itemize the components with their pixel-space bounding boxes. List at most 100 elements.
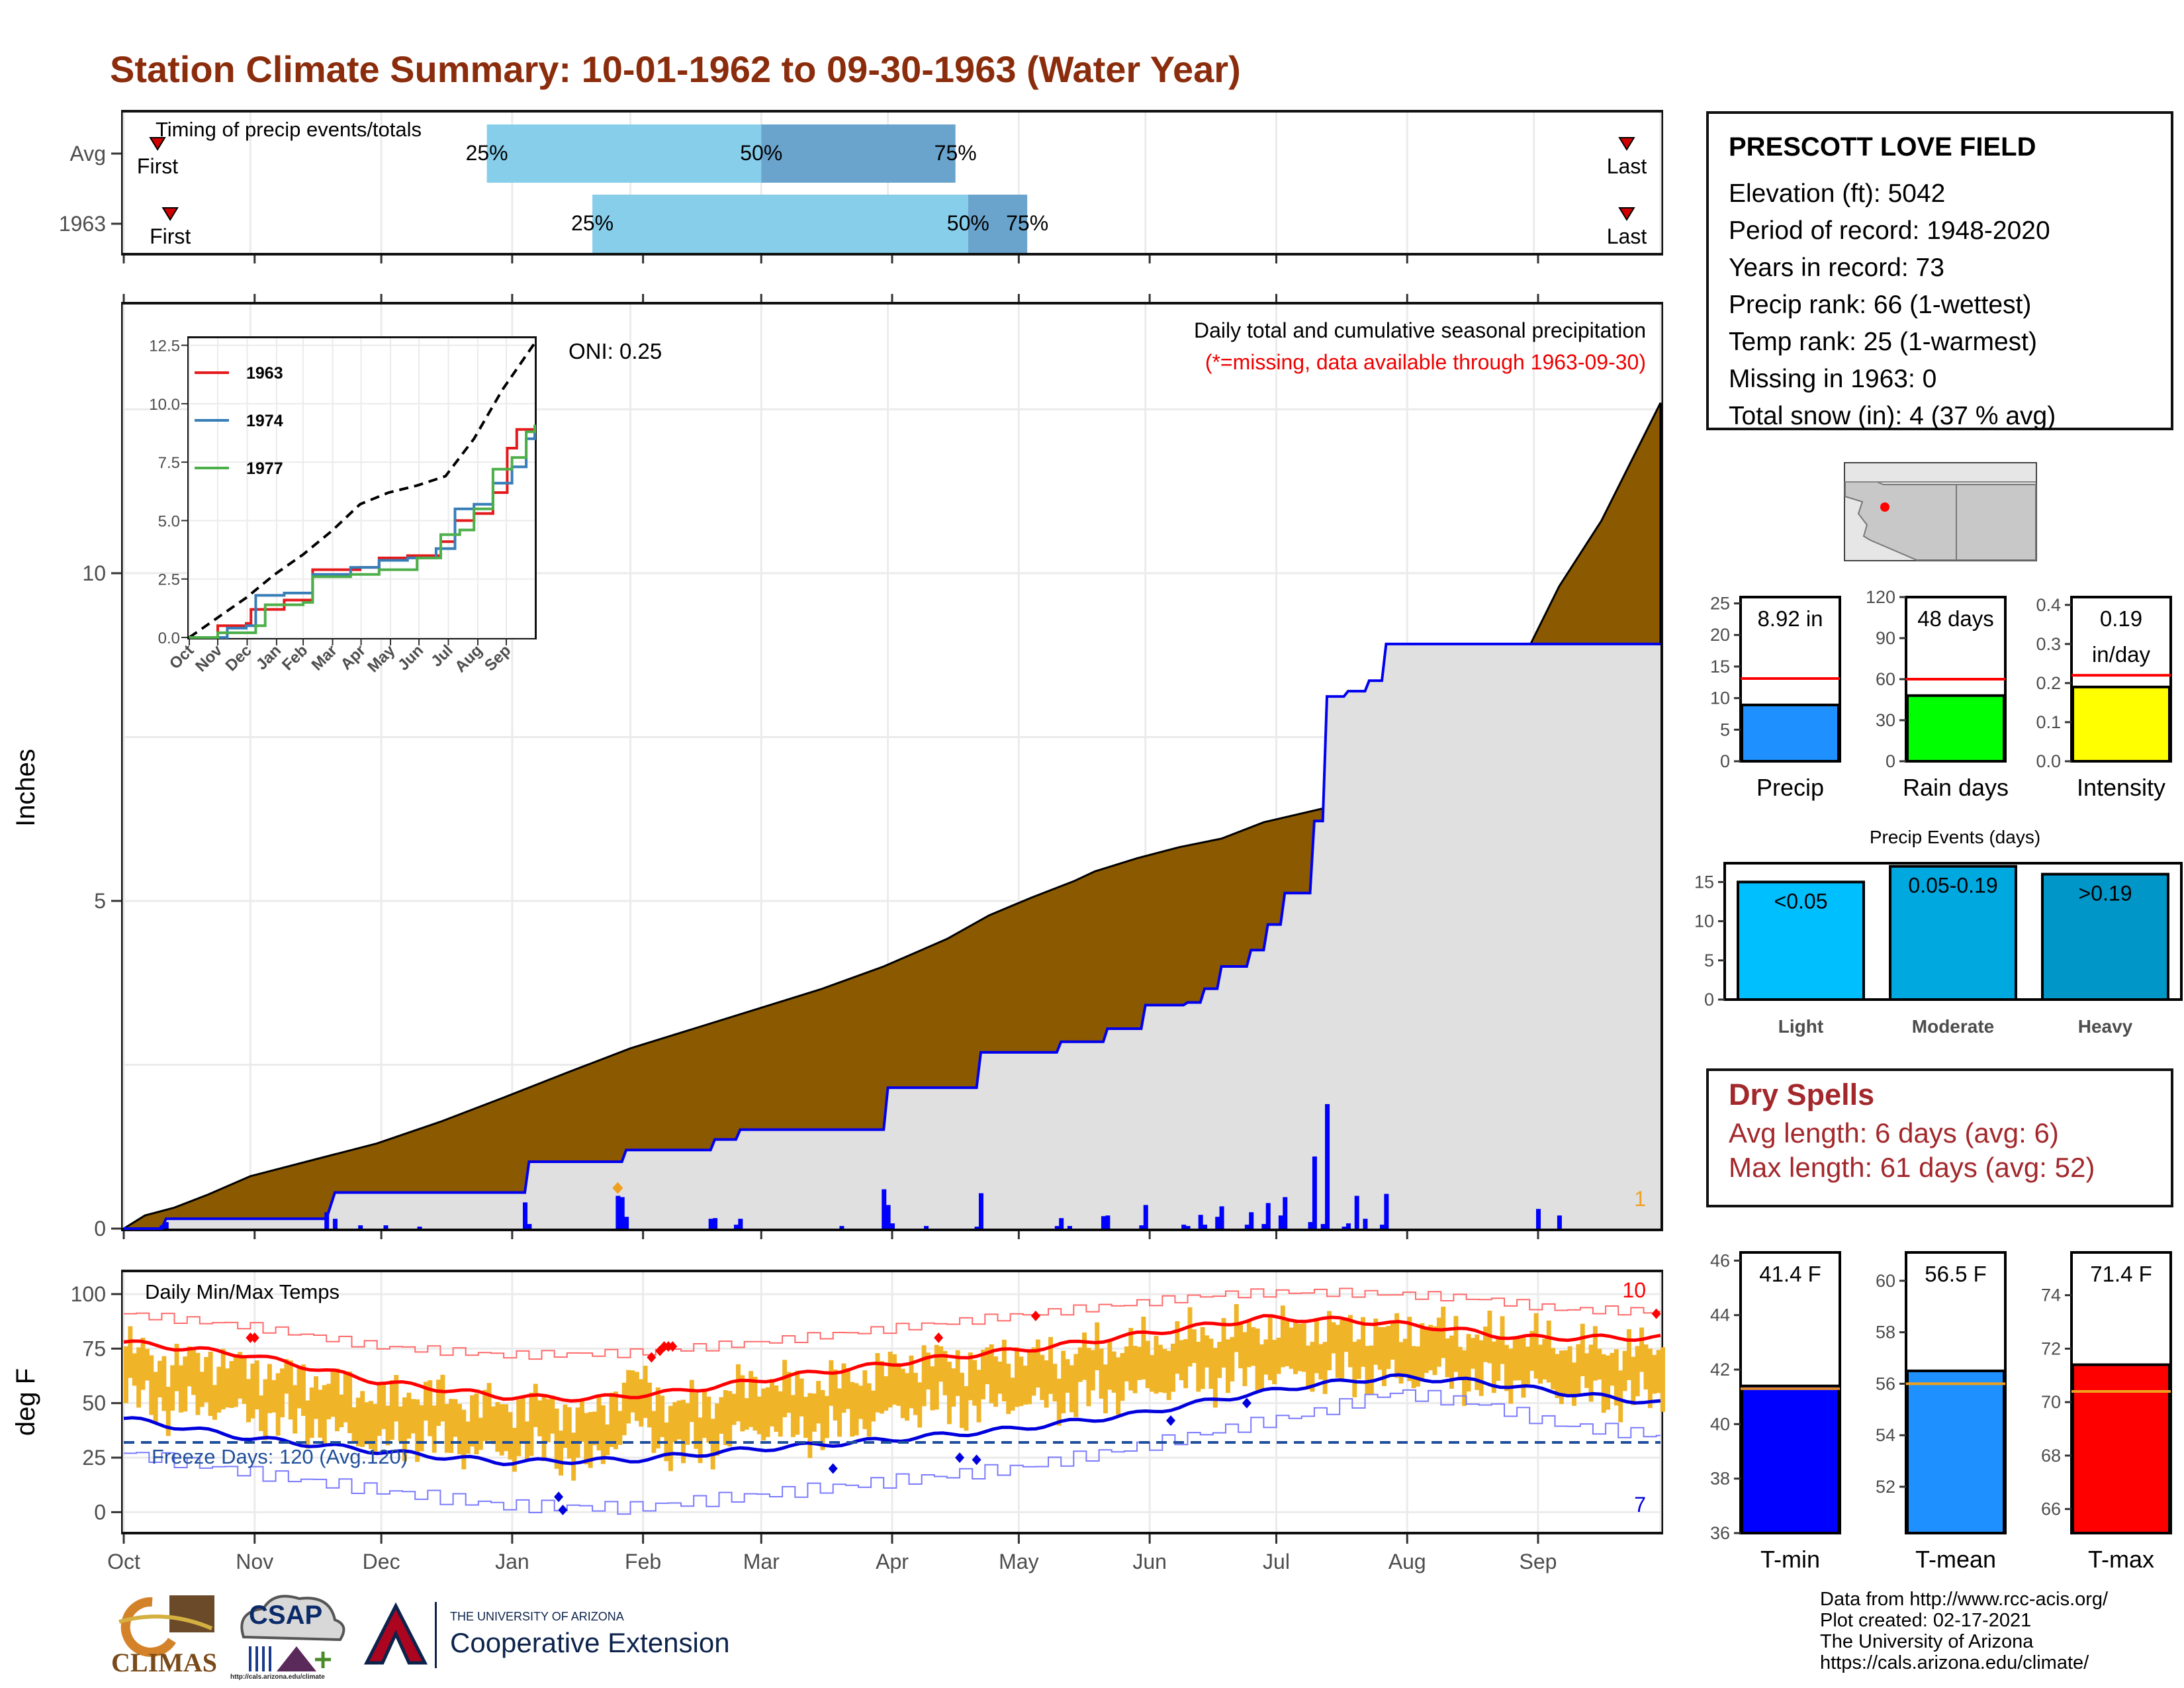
- precip-daily-bar: [974, 1227, 979, 1229]
- tmin-chart: 36 38 40 42 44 46 41.4 F T-min: [1710, 1250, 1841, 1573]
- temp-daily-range-bar: [1390, 1321, 1395, 1360]
- temp-daily-range-bar: [520, 1398, 525, 1443]
- temp-daily-range-bar: [993, 1356, 999, 1407]
- temp-daily-range-bar: [1069, 1365, 1074, 1413]
- temp-daily-range-bar: [347, 1371, 353, 1434]
- temp_tmax-bar: [2071, 1363, 2171, 1534]
- temp-daily-range-bar: [807, 1393, 813, 1458]
- precip_total-y-tick-label: 10: [1710, 688, 1730, 708]
- inset-y-tick-label: 5.0: [158, 512, 180, 530]
- temp-daily-range-bar: [508, 1412, 513, 1460]
- temp-daily-range-bar: [1614, 1349, 1619, 1406]
- temp-daily-range-bar: [820, 1389, 825, 1450]
- temp-daily-range-bar: [1411, 1346, 1416, 1389]
- temp_tmax-value-label: 71.4 F: [2090, 1262, 2152, 1286]
- precip-daily-bar: [1261, 1224, 1267, 1229]
- precip-snow-marker: [612, 1182, 623, 1194]
- temp-daily-range-bar: [183, 1356, 188, 1412]
- temp-daily-range-bar: [1301, 1323, 1306, 1372]
- temp-daily-range-bar: [1597, 1348, 1602, 1380]
- temp-daily-range-bar: [723, 1390, 728, 1446]
- precip-daily-bar: [1308, 1222, 1313, 1229]
- precip-daily-bar: [332, 1219, 338, 1229]
- temp-daily-range-bar: [1643, 1344, 1649, 1390]
- precip-daily-bar: [1244, 1225, 1250, 1229]
- temp-daily-range-bar: [406, 1392, 412, 1439]
- precip-total-chart: 0 5 10 15 20 25 8.92 in Precip: [1710, 594, 1841, 801]
- temp-daily-range-bar: [1116, 1357, 1121, 1415]
- precip-daily-bar: [1067, 1226, 1072, 1229]
- inset-y-tick-label: 12.5: [149, 338, 180, 355]
- temp-daily-range-bar: [1457, 1346, 1463, 1380]
- temp-daily-range-bar: [1242, 1332, 1248, 1387]
- temp-daily-range-bar: [124, 1346, 128, 1403]
- temp-daily-range-bar: [1212, 1348, 1218, 1408]
- precip-daily-bar: [1198, 1215, 1203, 1229]
- temp-daily-range-bar: [1432, 1326, 1437, 1376]
- precip-daily-bar: [839, 1226, 844, 1229]
- temp-daily-range-bar: [402, 1397, 407, 1462]
- precip-daily-bar: [1342, 1227, 1347, 1229]
- temp-y-tick-label: 100: [71, 1282, 106, 1306]
- temp-daily-range-bar: [204, 1356, 209, 1403]
- precip-y-axis: 0 5 10 Inches: [11, 561, 121, 1241]
- precip-daily-bar: [1185, 1226, 1191, 1229]
- temp-daily-range-bar: [1343, 1319, 1349, 1352]
- temp-daily-range-bar: [926, 1352, 931, 1389]
- temp-daily-range-bar: [499, 1404, 504, 1456]
- temp-x-tick-label: Nov: [236, 1550, 273, 1573]
- temp-x-tick-label: Jul: [1263, 1550, 1290, 1573]
- temp-daily-range-bar: [1373, 1318, 1379, 1365]
- intensity-value-label: in/day: [2092, 642, 2151, 667]
- temp-daily-range-bar: [1179, 1340, 1184, 1381]
- timing-q25-label: 25%: [571, 211, 614, 235]
- temp-daily-range-bar: [1661, 1347, 1665, 1412]
- temp-daily-range-bar: [254, 1360, 259, 1410]
- precip-daily-bar: [624, 1217, 629, 1229]
- temp-daily-range-bar: [571, 1432, 576, 1481]
- temp_tmin-value-label: 41.4 F: [1759, 1262, 1821, 1286]
- temp-daily-range-bar: [444, 1404, 449, 1453]
- temp-daily-range-bar: [309, 1387, 314, 1438]
- precip-daily-bar: [1203, 1225, 1208, 1229]
- temp-daily-range-bar: [1234, 1304, 1239, 1352]
- temp-daily-range-bar: [934, 1344, 939, 1410]
- temp-daily-range-bar: [749, 1371, 754, 1427]
- temp-daily-range-bar: [1027, 1350, 1032, 1405]
- temp-daily-range-bar: [212, 1385, 217, 1420]
- temp-daily-range-bar: [829, 1360, 834, 1406]
- temp-daily-range-bar: [537, 1400, 543, 1436]
- station-elevation: Elevation (ft): 5042: [1729, 179, 1946, 208]
- precip-daily-bar: [1283, 1197, 1288, 1229]
- precip-subtitle: (*=missing, data available through 1963-…: [1205, 350, 1646, 374]
- temp_tmean-y-tick-label: 60: [1876, 1271, 1895, 1291]
- temp-daily-range-bar: [685, 1403, 690, 1445]
- map-new-mexico-state: [1956, 484, 2036, 561]
- temp-daily-range-bar: [288, 1360, 293, 1420]
- temp-daily-range-bar: [1500, 1316, 1505, 1364]
- tmean-chart: 52 54 56 58 60 56.5 F T-mean: [1876, 1251, 2007, 1573]
- temp-record-high-marker: [655, 1345, 665, 1356]
- precip-daily-bar: [163, 1222, 169, 1229]
- precip-title: Daily total and cumulative seasonal prec…: [1194, 318, 1646, 342]
- temp-x-tick-label: Sep: [1520, 1550, 1557, 1573]
- precip-events-bar-light: [1737, 880, 1865, 1002]
- temp-daily-range-bar: [786, 1372, 792, 1413]
- temp-daily-range-bar: [735, 1364, 741, 1422]
- temp-daily-range-bar: [1196, 1341, 1201, 1392]
- precip_total-bar: [1741, 703, 1840, 763]
- precip-daily-bar: [1101, 1216, 1106, 1229]
- map-arizona-state: [1844, 481, 1957, 561]
- inset-legend-label-1974: 1974: [246, 412, 283, 430]
- timing-title: Timing of precip events/totals: [156, 118, 422, 141]
- temp-daily-range-bar: [866, 1383, 872, 1437]
- inset-legend-label-1963: 1963: [246, 364, 283, 383]
- temp-daily-range-bar: [1006, 1364, 1011, 1415]
- rain_days-y-tick-label: 90: [1876, 628, 1895, 648]
- precip_total-y-tick-label: 0: [1720, 751, 1730, 771]
- precip-daily-bar: [1181, 1225, 1187, 1229]
- temp-daily-range-bar: [778, 1391, 783, 1437]
- temp-record-high-marker: [250, 1332, 259, 1343]
- precip-events-y-tick-label: 15: [1694, 872, 1714, 892]
- temp-daily-range-bar: [710, 1419, 715, 1470]
